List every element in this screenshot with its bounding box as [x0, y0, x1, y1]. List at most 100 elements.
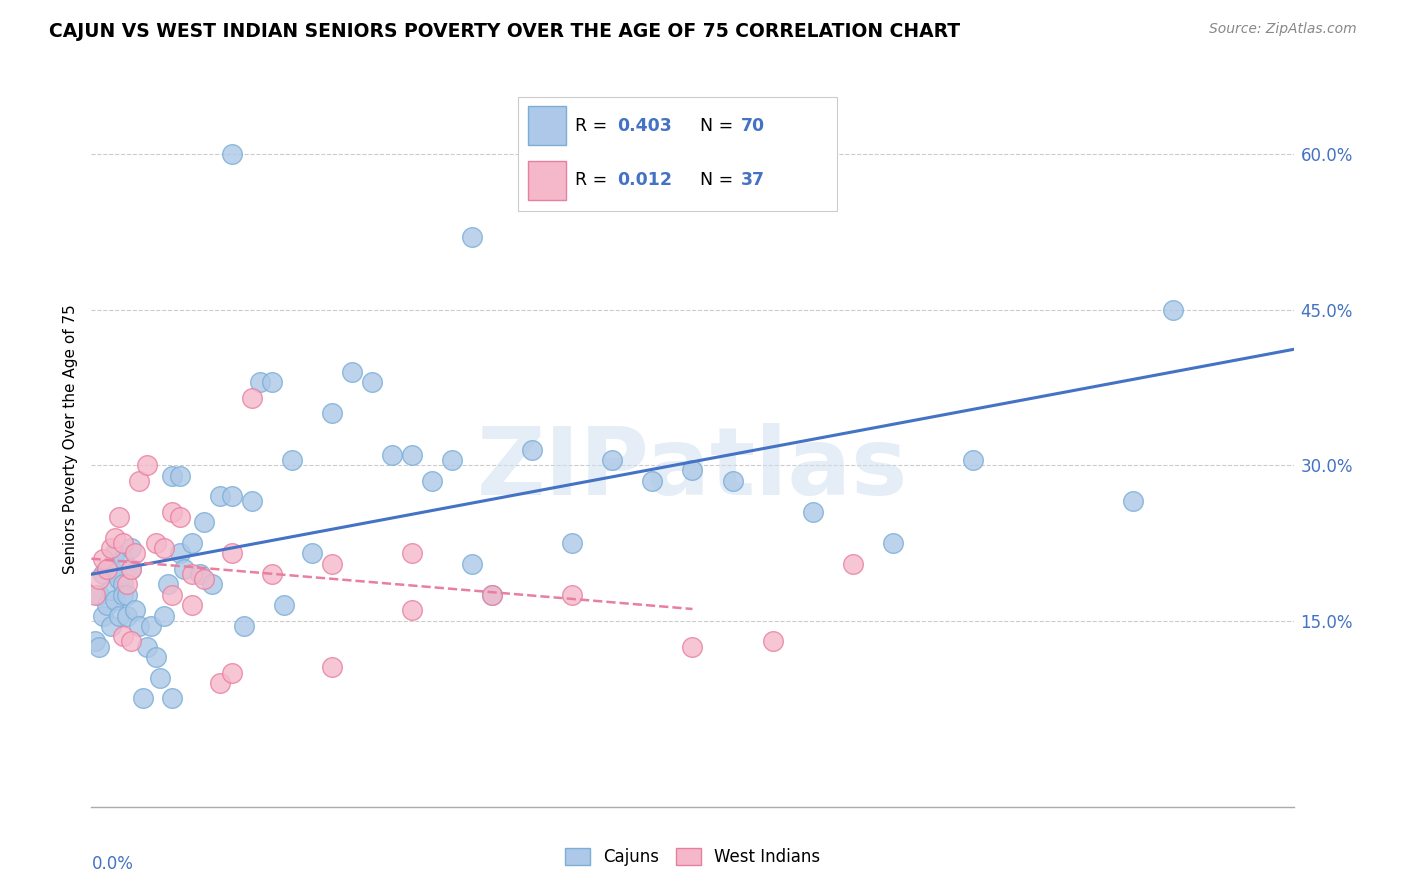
Point	[96, 562, 118, 576]
Point	[128, 474, 150, 488]
Point	[721, 474, 744, 488]
Point	[193, 515, 215, 529]
Point	[89, 588, 111, 602]
Text: Source: ZipAtlas.com: Source: ZipAtlas.com	[1209, 22, 1357, 37]
Point	[100, 582, 122, 597]
Text: ZIPatlas: ZIPatlas	[477, 423, 908, 515]
Point	[193, 572, 215, 586]
Point	[180, 567, 202, 582]
Point	[681, 640, 703, 654]
Point	[232, 619, 254, 633]
Point	[117, 577, 139, 591]
Point	[93, 608, 115, 623]
Point	[340, 365, 363, 379]
Legend: Cajuns, West Indians: Cajuns, West Indians	[558, 841, 827, 872]
Point	[112, 588, 135, 602]
Point	[240, 391, 263, 405]
Point	[173, 562, 195, 576]
Point	[104, 531, 127, 545]
Point	[188, 567, 211, 582]
Point	[100, 562, 122, 576]
Point	[481, 588, 503, 602]
Point	[461, 230, 484, 244]
Point	[108, 572, 131, 586]
Point	[124, 603, 146, 617]
Point	[104, 593, 127, 607]
Point	[128, 619, 150, 633]
Point	[121, 541, 143, 556]
Point	[100, 541, 122, 556]
Point	[124, 546, 146, 560]
Point	[420, 474, 443, 488]
Point	[561, 588, 583, 602]
Point	[461, 557, 484, 571]
Point	[145, 536, 167, 550]
Point	[104, 546, 127, 560]
Point	[561, 536, 583, 550]
Point	[1122, 494, 1144, 508]
Point	[152, 541, 174, 556]
Point	[84, 634, 107, 648]
Point	[121, 562, 143, 576]
Point	[108, 608, 131, 623]
Point	[84, 588, 107, 602]
Point	[169, 510, 191, 524]
Point	[117, 588, 139, 602]
Point	[148, 671, 170, 685]
Point	[481, 588, 503, 602]
Point	[602, 453, 624, 467]
Point	[169, 468, 191, 483]
Point	[882, 536, 904, 550]
Point	[522, 442, 544, 457]
Point	[221, 489, 243, 503]
Point	[93, 567, 115, 582]
Point	[112, 551, 135, 566]
Point	[180, 536, 202, 550]
Point	[260, 567, 283, 582]
Point	[180, 598, 202, 612]
Point	[681, 463, 703, 477]
Point	[249, 376, 271, 390]
Point	[169, 546, 191, 560]
Point	[160, 468, 183, 483]
Point	[145, 650, 167, 665]
Point	[152, 608, 174, 623]
Text: CAJUN VS WEST INDIAN SENIORS POVERTY OVER THE AGE OF 75 CORRELATION CHART: CAJUN VS WEST INDIAN SENIORS POVERTY OVE…	[49, 22, 960, 41]
Point	[89, 640, 111, 654]
Point	[112, 536, 135, 550]
Point	[321, 557, 343, 571]
Point	[321, 660, 343, 674]
Point	[201, 577, 224, 591]
Point	[641, 474, 664, 488]
Point	[801, 505, 824, 519]
Point	[121, 562, 143, 576]
Point	[112, 577, 135, 591]
Point	[273, 598, 295, 612]
Point	[141, 619, 163, 633]
Point	[360, 376, 382, 390]
Point	[381, 448, 404, 462]
Point	[132, 691, 155, 706]
Point	[160, 691, 183, 706]
Point	[762, 634, 785, 648]
Point	[108, 510, 131, 524]
Point	[221, 665, 243, 680]
Point	[401, 603, 423, 617]
Point	[281, 453, 304, 467]
Point	[260, 376, 283, 390]
Point	[117, 608, 139, 623]
Point	[240, 494, 263, 508]
Point	[96, 598, 118, 612]
Point	[962, 453, 984, 467]
Point	[136, 640, 159, 654]
Point	[208, 676, 231, 690]
Point	[401, 546, 423, 560]
Point	[221, 147, 243, 161]
Point	[112, 629, 135, 643]
Point	[160, 588, 183, 602]
Point	[321, 406, 343, 420]
Y-axis label: Seniors Poverty Over the Age of 75: Seniors Poverty Over the Age of 75	[62, 304, 77, 574]
Point	[401, 448, 423, 462]
Point	[208, 489, 231, 503]
Point	[221, 546, 243, 560]
